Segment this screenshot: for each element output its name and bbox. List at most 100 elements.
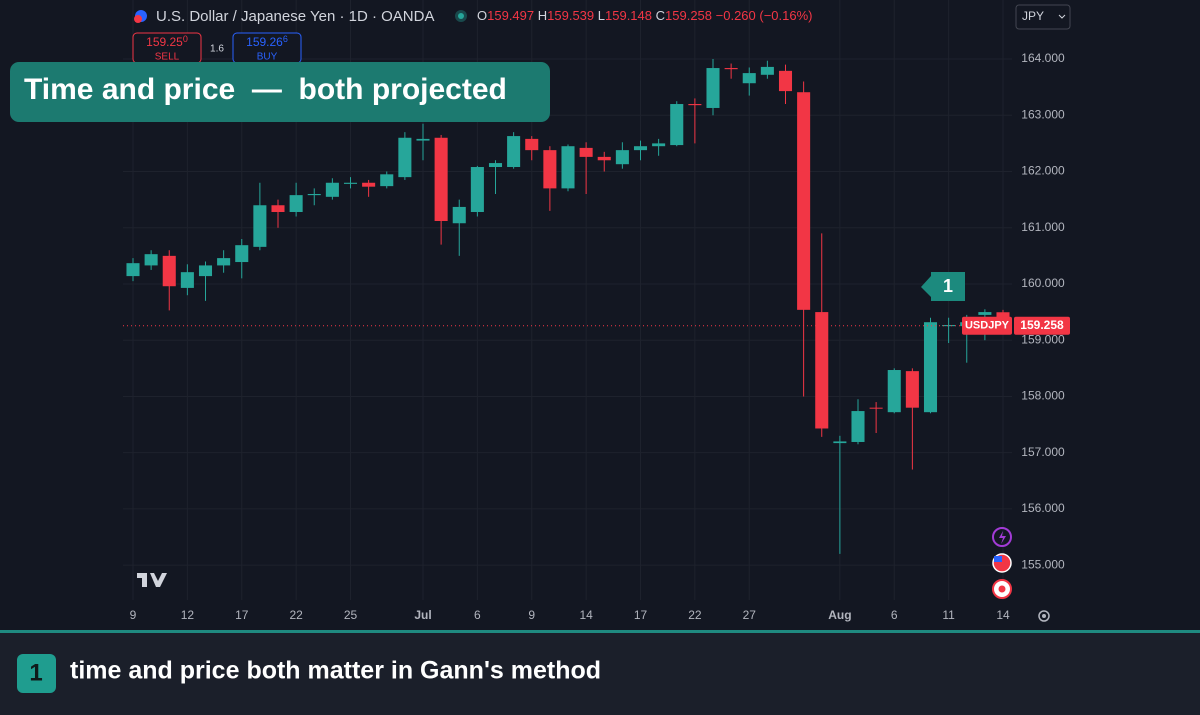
candle-body — [833, 441, 847, 444]
sell-price[interactable]: 159.250 — [146, 34, 188, 49]
dropdown-icon — [1058, 14, 1066, 19]
x-tick-label: 11 — [942, 608, 955, 622]
x-tick-label: 22 — [688, 608, 702, 622]
y-tick-label: 162.000 — [1021, 164, 1065, 178]
candle-body — [416, 138, 430, 141]
candle-body — [905, 371, 919, 408]
x-tick-label: 27 — [743, 608, 757, 622]
candle-body — [470, 167, 484, 212]
logo — [137, 573, 167, 587]
ohlc-value: 159.258 — [665, 8, 712, 23]
alert-icon-bolt — [999, 531, 1006, 544]
x-tick-label: 17 — [634, 608, 648, 622]
price-tag — [1014, 316, 1070, 335]
candle-body — [887, 370, 901, 413]
ohlc: O159.497 H159.539 L159.148 C159.258 −0.2… — [477, 8, 813, 23]
x-tick-label: 14 — [996, 608, 1010, 622]
candle-body — [253, 205, 267, 247]
candle-body — [688, 104, 702, 106]
candle-body — [923, 322, 938, 413]
candle-body — [217, 258, 231, 266]
candle-body — [615, 150, 629, 165]
caption-border — [0, 630, 1200, 633]
candle-body — [597, 156, 611, 161]
y-tick-label: 159.000 — [1021, 332, 1065, 346]
x-tick-label: 6 — [474, 608, 481, 622]
candle-body — [380, 174, 394, 187]
buy-price-main: 159.26 — [246, 35, 283, 49]
candle-body — [162, 255, 176, 287]
candle-body — [126, 263, 140, 277]
candle-body — [235, 245, 249, 263]
candle-body — [706, 68, 720, 108]
currency[interactable]: JPY — [1022, 9, 1044, 23]
caption-number: 1 — [29, 659, 42, 686]
candle-body — [633, 146, 648, 151]
ohlc-key: L — [598, 8, 605, 23]
x-tick-label: 17 — [235, 608, 249, 622]
candle-body — [815, 312, 829, 429]
sell-price-fraction: 0 — [183, 34, 188, 44]
buy-price[interactable]: 159.266 — [246, 34, 288, 49]
candle-body — [362, 182, 376, 187]
candle-body — [760, 66, 774, 75]
ohlc-key: H — [538, 8, 547, 23]
candle-body — [851, 411, 865, 442]
ohlc-key: C — [656, 8, 665, 23]
ohlc-value: 159.148 — [605, 8, 652, 23]
candle-body — [724, 68, 738, 70]
y-tick-label: 164.000 — [1021, 51, 1065, 65]
flag-icon-dot — [998, 585, 1006, 593]
candle-body — [652, 143, 666, 147]
candle-body — [343, 182, 358, 184]
market-status — [458, 13, 464, 19]
y-tick-label: 156.000 — [1021, 501, 1065, 515]
candle-body — [942, 325, 956, 327]
change: −0.260 (−0.16%) — [716, 8, 813, 23]
annotation-number: 1 — [943, 276, 953, 296]
candle-body — [778, 70, 793, 92]
candle-body — [561, 146, 575, 189]
x-tick-label: Aug — [828, 608, 851, 622]
caption-text: time and price both matter in Gann's met… — [70, 657, 601, 685]
settings-icon-dot — [1042, 614, 1046, 618]
buy-label[interactable]: BUY — [257, 52, 278, 63]
candle-body — [289, 195, 303, 212]
candle-body — [543, 150, 557, 189]
y-tick-label: 160.000 — [1021, 276, 1065, 290]
symbol-tag-label: USDJPY — [965, 320, 1010, 332]
candle-body — [271, 205, 285, 212]
candle-body — [434, 137, 448, 221]
currency-select[interactable] — [1015, 4, 1071, 30]
x-tick-label: 22 — [289, 608, 303, 622]
x-tick-label: Jul — [414, 608, 431, 622]
candle-body — [488, 163, 503, 168]
annotation-callout — [921, 272, 965, 301]
candle-body — [978, 312, 992, 315]
candle-body — [507, 136, 521, 168]
symbol-title[interactable]: U.S. Dollar / Japanese Yen · 1D · OANDA — [156, 8, 434, 25]
y-tick-label: 163.000 — [1021, 107, 1065, 121]
candle-body — [742, 73, 756, 84]
candle-body — [325, 182, 339, 197]
candle-body — [144, 254, 158, 266]
symbol-icon — [134, 15, 142, 23]
candle-body — [579, 147, 593, 157]
overlay-title: Time and price — both projected — [24, 73, 507, 106]
ohlc-value: 159.539 — [547, 8, 594, 23]
symbol-tag — [962, 316, 1012, 335]
candle-body — [670, 104, 684, 146]
alert-icon[interactable] — [992, 527, 1012, 547]
candle-body — [307, 194, 321, 196]
ohlc-value: 159.497 — [487, 8, 534, 23]
candle-body — [869, 407, 883, 409]
sell-label[interactable]: SELL — [155, 52, 180, 63]
y-tick-label: 157.000 — [1021, 445, 1065, 459]
x-tick-label: 9 — [528, 608, 535, 622]
settings-icon[interactable] — [1038, 610, 1050, 622]
y-tick-label: 155.000 — [1021, 557, 1065, 571]
axes: 155.000 156.000 157.000 158.000 159.000 160.0… — [130, 51, 1070, 622]
sell-price-main: 159.25 — [146, 35, 183, 49]
candle-body — [525, 138, 539, 151]
ohlc-key: O — [477, 8, 487, 23]
